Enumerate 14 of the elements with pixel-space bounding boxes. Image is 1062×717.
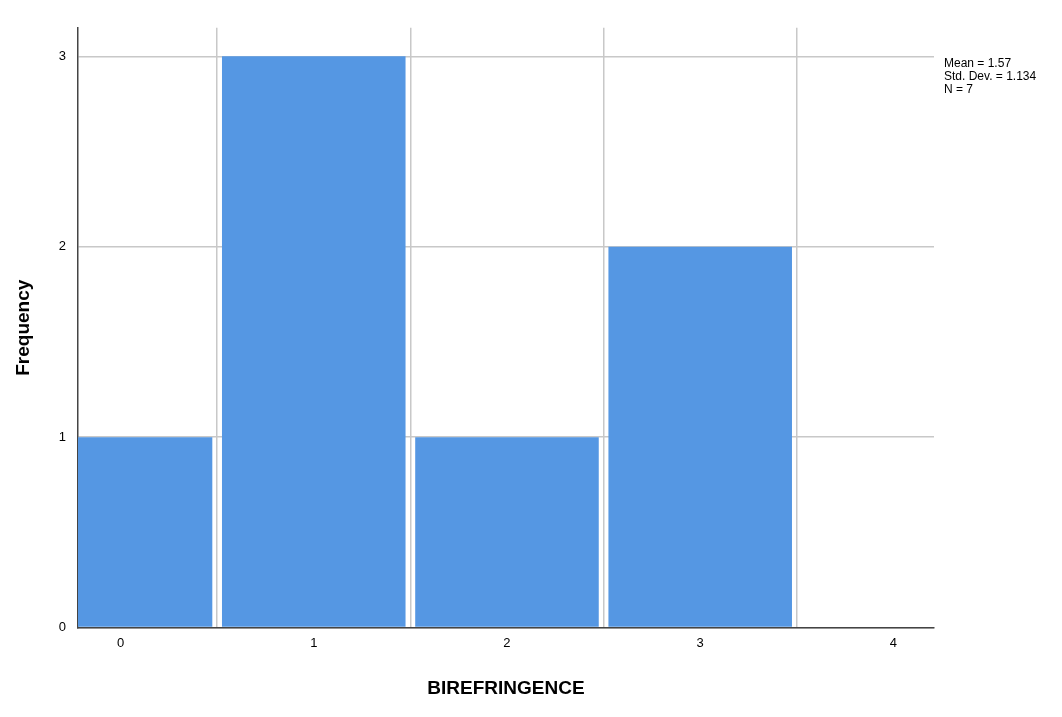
text: Std. Dev. = 1.134 — [944, 69, 1037, 84]
x-tick-label: 4 — [889, 634, 898, 650]
x-axis-title: BIREFRINGENCE — [427, 676, 585, 698]
y-tick-label: 0 — [58, 619, 67, 635]
y-axis-title: Frequency — [11, 279, 33, 376]
text: N = 7 — [944, 82, 974, 97]
x-tick-label: 3 — [696, 634, 704, 650]
x-tick-label: 2 — [503, 634, 511, 650]
text: Mean = 1.57 — [944, 56, 1012, 71]
y-tick-label: 3 — [58, 47, 67, 63]
x-tick-label: 1 — [310, 634, 318, 650]
y-tick-label: 2 — [58, 238, 67, 254]
y-tick-label: 1 — [58, 428, 67, 444]
x-tick-label: 0 — [116, 634, 125, 650]
